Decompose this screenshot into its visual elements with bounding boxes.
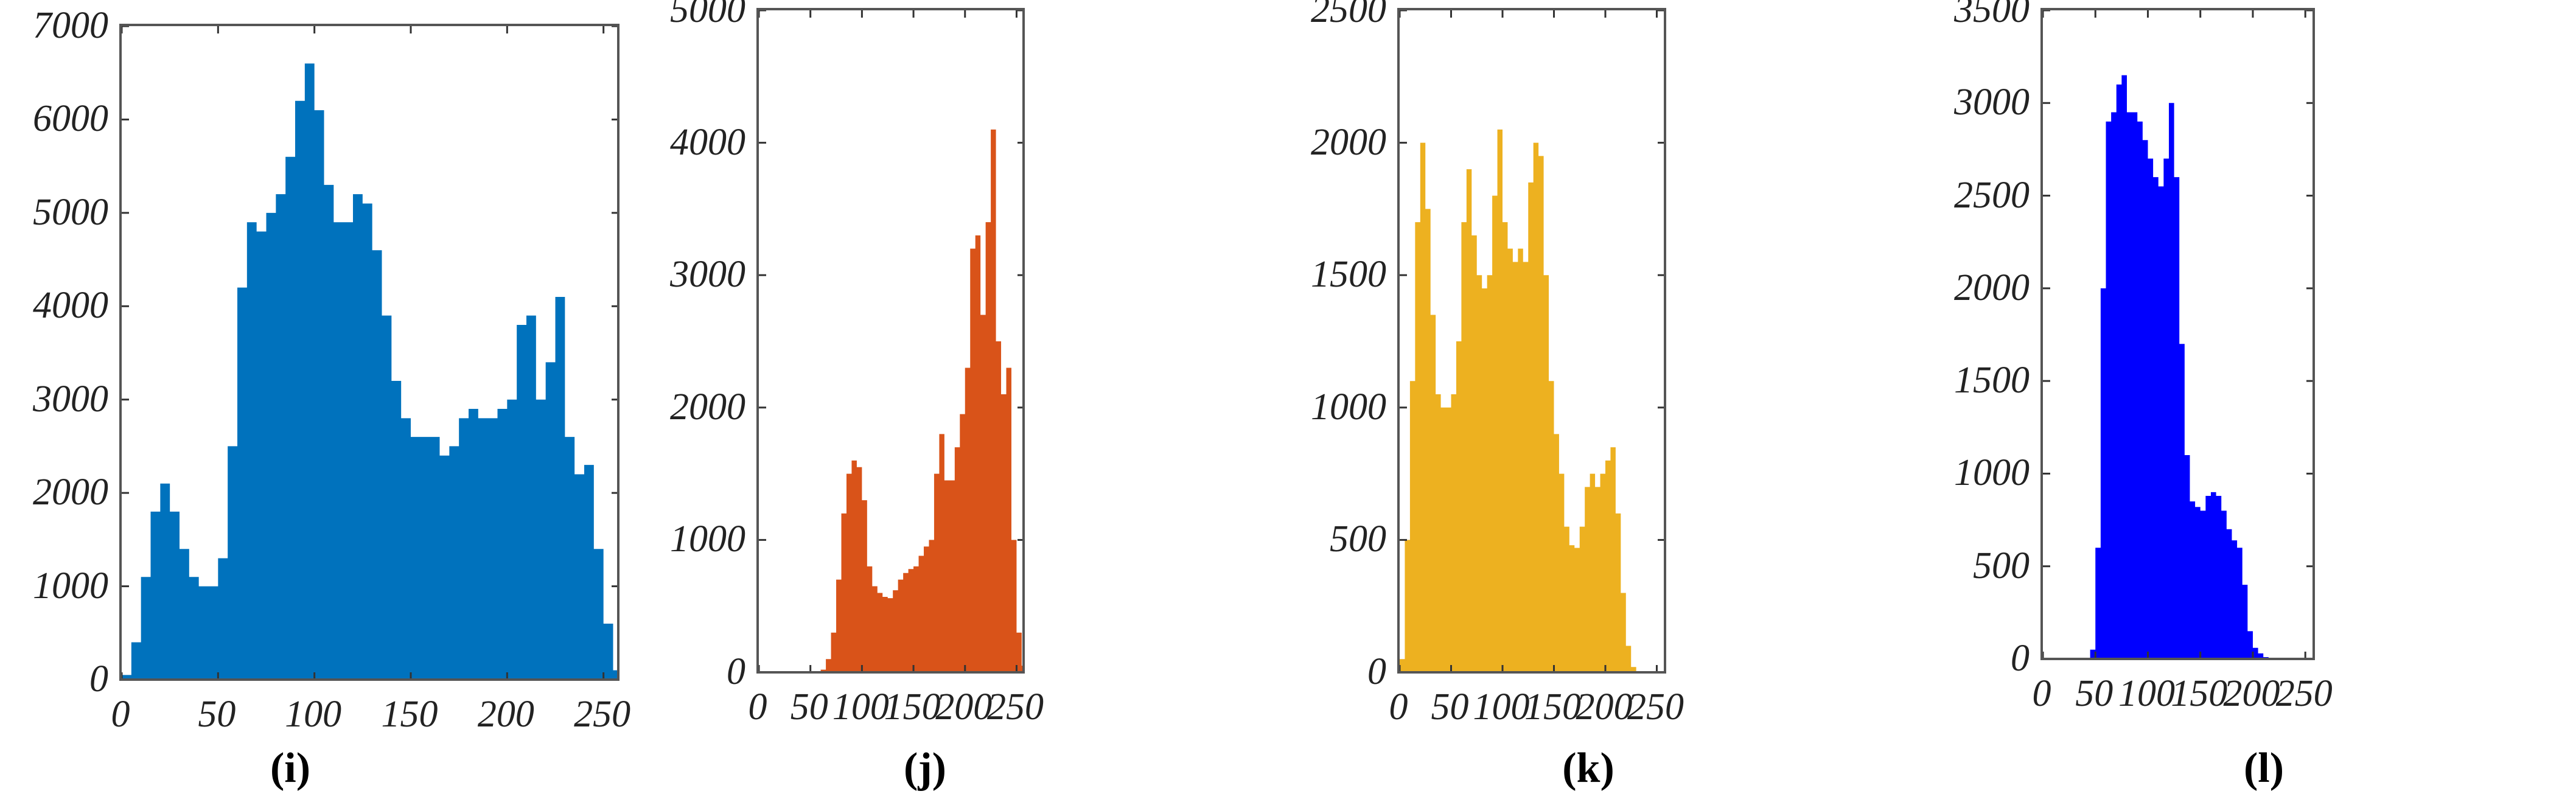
- y-tick-label: 2000: [1954, 266, 2030, 308]
- y-tick-label: 7000: [33, 5, 108, 46]
- x-tick-label: 200: [935, 686, 993, 728]
- histogram-k: [1400, 10, 1664, 671]
- y-tick-label: 0: [89, 658, 108, 700]
- x-tick-label: 0: [2032, 673, 2051, 714]
- x-tick-label: 100: [285, 694, 342, 735]
- y-tick-label: 500: [1330, 518, 1386, 560]
- plot-area-l: [2040, 8, 2315, 660]
- plot-area-k: [1397, 8, 1666, 674]
- y-tick-label: 0: [2011, 638, 2030, 679]
- y-tick-label: 1500: [1954, 360, 2030, 402]
- y-tick-label: 6000: [33, 98, 108, 140]
- x-tick-label: 100: [832, 686, 889, 728]
- y-tick-label: 2000: [33, 472, 108, 514]
- y-tick-label: 4000: [33, 285, 108, 327]
- x-tick-label: 0: [111, 694, 130, 735]
- caption-i: (i): [270, 745, 311, 792]
- y-tick-label: 3000: [33, 378, 108, 420]
- plot-area-j: [756, 8, 1025, 674]
- x-tick-label: 200: [477, 694, 534, 735]
- x-tick-label: 200: [2223, 673, 2280, 714]
- y-tick-label: 500: [1973, 545, 2030, 587]
- histogram-bars: [820, 129, 1022, 671]
- x-tick-label: 150: [2171, 673, 2228, 714]
- x-tick-label: 250: [1627, 686, 1684, 728]
- x-tick-label: 50: [2075, 673, 2114, 714]
- x-tick-label: 200: [1576, 686, 1633, 728]
- y-tick-label: 3500: [1954, 0, 2030, 30]
- y-tick-label: 0: [1367, 651, 1386, 692]
- caption-j: (j): [904, 745, 946, 792]
- x-tick-label: 150: [884, 686, 941, 728]
- y-tick-label: 4000: [670, 121, 745, 163]
- x-tick-label: 50: [198, 694, 236, 735]
- y-tick-label: 5000: [33, 191, 108, 233]
- histogram-i: [122, 26, 617, 678]
- x-tick-label: 50: [790, 686, 828, 728]
- plot-area-i: [119, 24, 620, 681]
- y-tick-label: 1000: [1954, 452, 2030, 494]
- histogram-bars: [122, 63, 617, 678]
- x-tick-label: 100: [2118, 673, 2175, 714]
- y-tick-label: 2500: [1954, 174, 2030, 216]
- y-tick-label: 1500: [1311, 254, 1386, 296]
- y-tick-label: 0: [727, 651, 745, 692]
- caption-k: (k): [1562, 745, 1614, 792]
- x-tick-label: 50: [1431, 686, 1469, 728]
- x-tick-label: 150: [1524, 686, 1581, 728]
- y-tick-label: 2500: [1311, 0, 1386, 30]
- y-tick-label: 1000: [33, 565, 108, 607]
- y-tick-label: 1000: [670, 518, 745, 560]
- x-tick-label: 0: [1389, 686, 1408, 728]
- x-tick-label: 250: [986, 686, 1044, 728]
- histogram-j: [759, 10, 1022, 671]
- histogram-bars: [2090, 75, 2269, 658]
- x-tick-label: 0: [748, 686, 767, 728]
- caption-l: (l): [2243, 745, 2285, 792]
- x-tick-label: 250: [2275, 673, 2333, 714]
- panel-i: (i): [0, 0, 645, 808]
- x-tick-label: 100: [1473, 686, 1530, 728]
- y-tick-label: 2000: [670, 386, 745, 428]
- y-tick-label: 3000: [670, 254, 745, 296]
- y-tick-label: 2000: [1311, 121, 1386, 163]
- y-tick-label: 1000: [1311, 386, 1386, 428]
- x-tick-label: 150: [381, 694, 438, 735]
- histogram-bars: [1400, 129, 1636, 671]
- histogram-l: [2043, 10, 2312, 658]
- y-tick-label: 3000: [1954, 82, 2030, 124]
- y-tick-label: 5000: [670, 0, 745, 30]
- x-tick-label: 250: [574, 694, 631, 735]
